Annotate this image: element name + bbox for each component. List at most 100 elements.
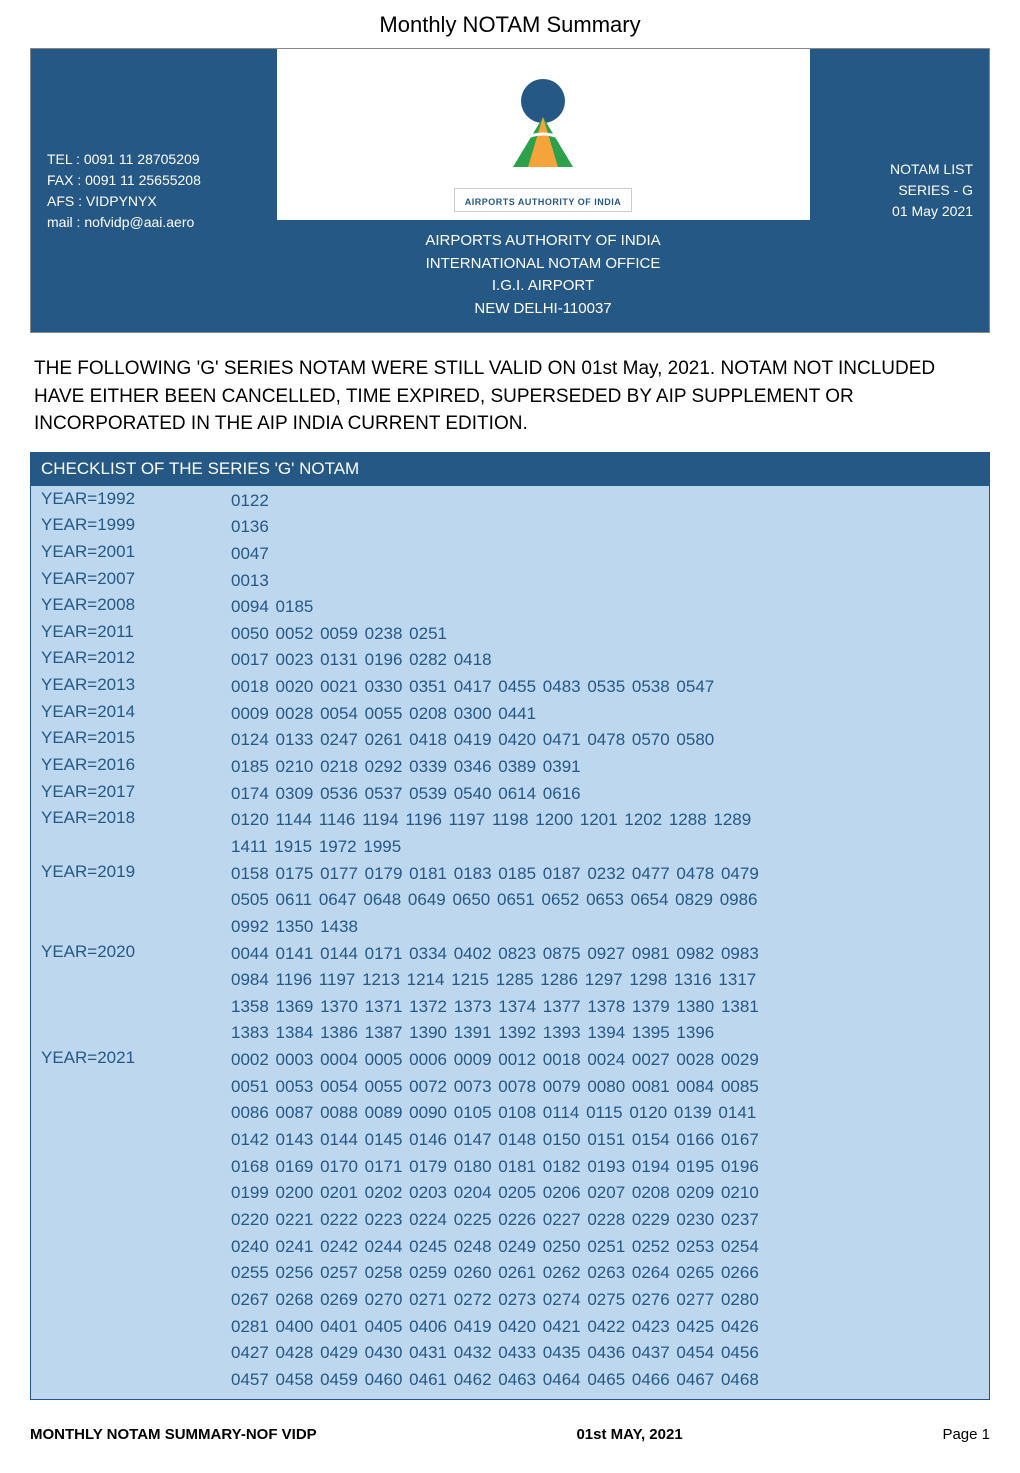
year-values: 0120 1144 1146 1194 1196 1197 1198 1200 …	[231, 808, 989, 833]
aai-logo-icon	[478, 67, 608, 177]
checklist-section-title: CHECKLIST OF THE SERIES 'G' NOTAM	[30, 452, 990, 486]
year-values: 0158 0175 0177 0179 0181 0183 0185 0187 …	[231, 862, 989, 887]
year-label: YEAR=2013	[31, 675, 231, 695]
aai-logo: AIRPORTS AUTHORITY OF INDIA	[454, 67, 633, 212]
checklist-row: 0240 0241 0242 0244 0245 0248 0249 0250 …	[31, 1234, 989, 1261]
year-values: 0281 0400 0401 0405 0406 0419 0420 0421 …	[231, 1315, 989, 1340]
checklist-row: 0168 0169 0170 0171 0179 0180 0181 0182 …	[31, 1154, 989, 1181]
year-values: 0168 0169 0170 0171 0179 0180 0181 0182 …	[231, 1155, 989, 1180]
year-values: 0427 0428 0429 0430 0431 0432 0433 0435 …	[231, 1341, 989, 1366]
checklist-row: 0199 0200 0201 0202 0203 0204 0205 0206 …	[31, 1180, 989, 1207]
doc-title: Monthly NOTAM Summary	[30, 12, 990, 38]
checklist-row: 0255 0256 0257 0258 0259 0260 0261 0262 …	[31, 1260, 989, 1287]
checklist-row: 0142 0143 0144 0145 0146 0147 0148 0150 …	[31, 1127, 989, 1154]
year-values: 0002 0003 0004 0005 0006 0009 0012 0018 …	[231, 1048, 989, 1073]
year-label: YEAR=1992	[31, 489, 231, 509]
checklist-row: YEAR=20150124 0133 0247 0261 0418 0419 0…	[31, 727, 989, 754]
checklist-row: 1411 1915 1972 1995	[31, 834, 989, 861]
checklist-row: YEAR=20210002 0003 0004 0005 0006 0009 0…	[31, 1047, 989, 1074]
checklist-row: YEAR=20110050 0052 0059 0238 0251	[31, 621, 989, 648]
year-label: YEAR=2014	[31, 702, 231, 722]
year-values: 0017 0023 0131 0196 0282 0418	[231, 648, 989, 673]
year-values: 1358 1369 1370 1371 1372 1373 1374 1377 …	[231, 995, 989, 1020]
year-label: YEAR=2015	[31, 728, 231, 748]
year-values: 0457 0458 0459 0460 0461 0462 0463 0464 …	[231, 1368, 989, 1393]
year-values: 0009 0028 0054 0055 0208 0300 0441	[231, 702, 989, 727]
checklist-row: 0457 0458 0459 0460 0461 0462 0463 0464 …	[31, 1367, 989, 1394]
year-values: 0199 0200 0201 0202 0203 0204 0205 0206 …	[231, 1181, 989, 1206]
year-values: 0086 0087 0088 0089 0090 0105 0108 0114 …	[231, 1101, 989, 1126]
checklist-row: YEAR=20190158 0175 0177 0179 0181 0183 0…	[31, 861, 989, 888]
year-label: YEAR=2001	[31, 542, 231, 562]
checklist-table: YEAR=19920122YEAR=19990136YEAR=20010047Y…	[30, 486, 990, 1401]
checklist-row: 0220 0221 0222 0223 0224 0225 0226 0227 …	[31, 1207, 989, 1234]
header-mail: mail : nofvidp@aai.aero	[47, 212, 261, 233]
checklist-row: 0267 0268 0269 0270 0271 0272 0273 0274 …	[31, 1287, 989, 1314]
header-right-block: NOTAM LIST SERIES - G 01 May 2021	[810, 49, 990, 333]
checklist-row: YEAR=19920122	[31, 488, 989, 515]
checklist-row: YEAR=20200044 0141 0144 0171 0334 0402 0…	[31, 941, 989, 968]
checklist-row: YEAR=20180120 1144 1146 1194 1196 1197 1…	[31, 807, 989, 834]
header-afs: AFS : VIDPYNYX	[47, 191, 261, 212]
header-center-l1: AIRPORTS AUTHORITY OF INDIA	[277, 230, 810, 253]
footer-center: 01st MAY, 2021	[576, 1426, 682, 1443]
year-values: 0220 0221 0222 0223 0224 0225 0226 0227 …	[231, 1208, 989, 1233]
checklist-row: 0281 0400 0401 0405 0406 0419 0420 0421 …	[31, 1314, 989, 1341]
logo-caption: AIRPORTS AUTHORITY OF INDIA	[465, 197, 622, 207]
year-label: YEAR=2018	[31, 808, 231, 828]
header-fax: FAX : 0091 11 25655208	[47, 170, 261, 191]
year-values: 0984 1196 1197 1213 1214 1215 1285 1286 …	[231, 968, 989, 993]
checklist-row: YEAR=20010047	[31, 541, 989, 568]
header-left-block: TEL : 0091 11 28705209 FAX : 0091 11 256…	[31, 49, 277, 333]
year-values: 1411 1915 1972 1995	[231, 835, 989, 860]
year-values: 0051 0053 0054 0055 0072 0073 0078 0079 …	[231, 1075, 989, 1100]
year-label: YEAR=2007	[31, 569, 231, 589]
year-label: YEAR=1999	[31, 515, 231, 535]
year-values: 0174 0309 0536 0537 0539 0540 0614 0616	[231, 782, 989, 807]
checklist-row: 0086 0087 0088 0089 0090 0105 0108 0114 …	[31, 1100, 989, 1127]
year-values: 0122	[231, 489, 989, 514]
header-banner: TEL : 0091 11 28705209 FAX : 0091 11 256…	[30, 48, 990, 333]
year-values: 1383 1384 1386 1387 1390 1391 1392 1393 …	[231, 1021, 989, 1046]
year-values: 0240 0241 0242 0244 0245 0248 0249 0250 …	[231, 1235, 989, 1260]
header-center-l2: INTERNATIONAL NOTAM OFFICE	[277, 253, 810, 276]
year-label: YEAR=2008	[31, 595, 231, 615]
year-values: 0047	[231, 542, 989, 567]
checklist-row: YEAR=20120017 0023 0131 0196 0282 0418	[31, 647, 989, 674]
header-center-block: AIRPORTS AUTHORITY OF INDIA INTERNATIONA…	[277, 220, 810, 333]
checklist-row: YEAR=20160185 0210 0218 0292 0339 0346 0…	[31, 754, 989, 781]
year-label: YEAR=2017	[31, 782, 231, 802]
header-right-l2: SERIES - G	[826, 180, 974, 201]
footer-left: MONTHLY NOTAM SUMMARY-NOF VIDP	[30, 1426, 317, 1443]
checklist-row: 1383 1384 1386 1387 1390 1391 1392 1393 …	[31, 1020, 989, 1047]
header-tel: TEL : 0091 11 28705209	[47, 149, 261, 170]
year-values: 0018 0020 0021 0330 0351 0417 0455 0483 …	[231, 675, 989, 700]
checklist-row: YEAR=20170174 0309 0536 0537 0539 0540 0…	[31, 781, 989, 808]
checklist-row: YEAR=19990136	[31, 514, 989, 541]
header-logo-cell: AIRPORTS AUTHORITY OF INDIA	[277, 49, 810, 221]
year-label: YEAR=2011	[31, 622, 231, 642]
checklist-row: YEAR=20140009 0028 0054 0055 0208 0300 0…	[31, 701, 989, 728]
year-values: 0013	[231, 569, 989, 594]
checklist-row: YEAR=20070013	[31, 568, 989, 595]
year-values: 0185 0210 0218 0292 0339 0346 0389 0391	[231, 755, 989, 780]
checklist-row: 1358 1369 1370 1371 1372 1373 1374 1377 …	[31, 994, 989, 1021]
year-values: 0094 0185	[231, 595, 989, 620]
checklist-row: 0992 1350 1438	[31, 914, 989, 941]
checklist-row: YEAR=20130018 0020 0021 0330 0351 0417 0…	[31, 674, 989, 701]
year-label: YEAR=2020	[31, 942, 231, 962]
header-center-l4: NEW DELHI-110037	[277, 298, 810, 321]
year-values: 0255 0256 0257 0258 0259 0260 0261 0262 …	[231, 1261, 989, 1286]
year-values: 0267 0268 0269 0270 0271 0272 0273 0274 …	[231, 1288, 989, 1313]
year-label: YEAR=2021	[31, 1048, 231, 1068]
intro-paragraph: THE FOLLOWING 'G' SERIES NOTAM WERE STIL…	[34, 355, 986, 438]
checklist-row: 0984 1196 1197 1213 1214 1215 1285 1286 …	[31, 967, 989, 994]
year-values: 0142 0143 0144 0145 0146 0147 0148 0150 …	[231, 1128, 989, 1153]
year-values: 0044 0141 0144 0171 0334 0402 0823 0875 …	[231, 942, 989, 967]
page-footer: MONTHLY NOTAM SUMMARY-NOF VIDP 01st MAY,…	[30, 1426, 990, 1443]
year-label: YEAR=2019	[31, 862, 231, 882]
header-right-l3: 01 May 2021	[826, 201, 974, 222]
year-values: 0505 0611 0647 0648 0649 0650 0651 0652 …	[231, 888, 989, 913]
checklist-row: 0051 0053 0054 0055 0072 0073 0078 0079 …	[31, 1074, 989, 1101]
year-values: 0050 0052 0059 0238 0251	[231, 622, 989, 647]
